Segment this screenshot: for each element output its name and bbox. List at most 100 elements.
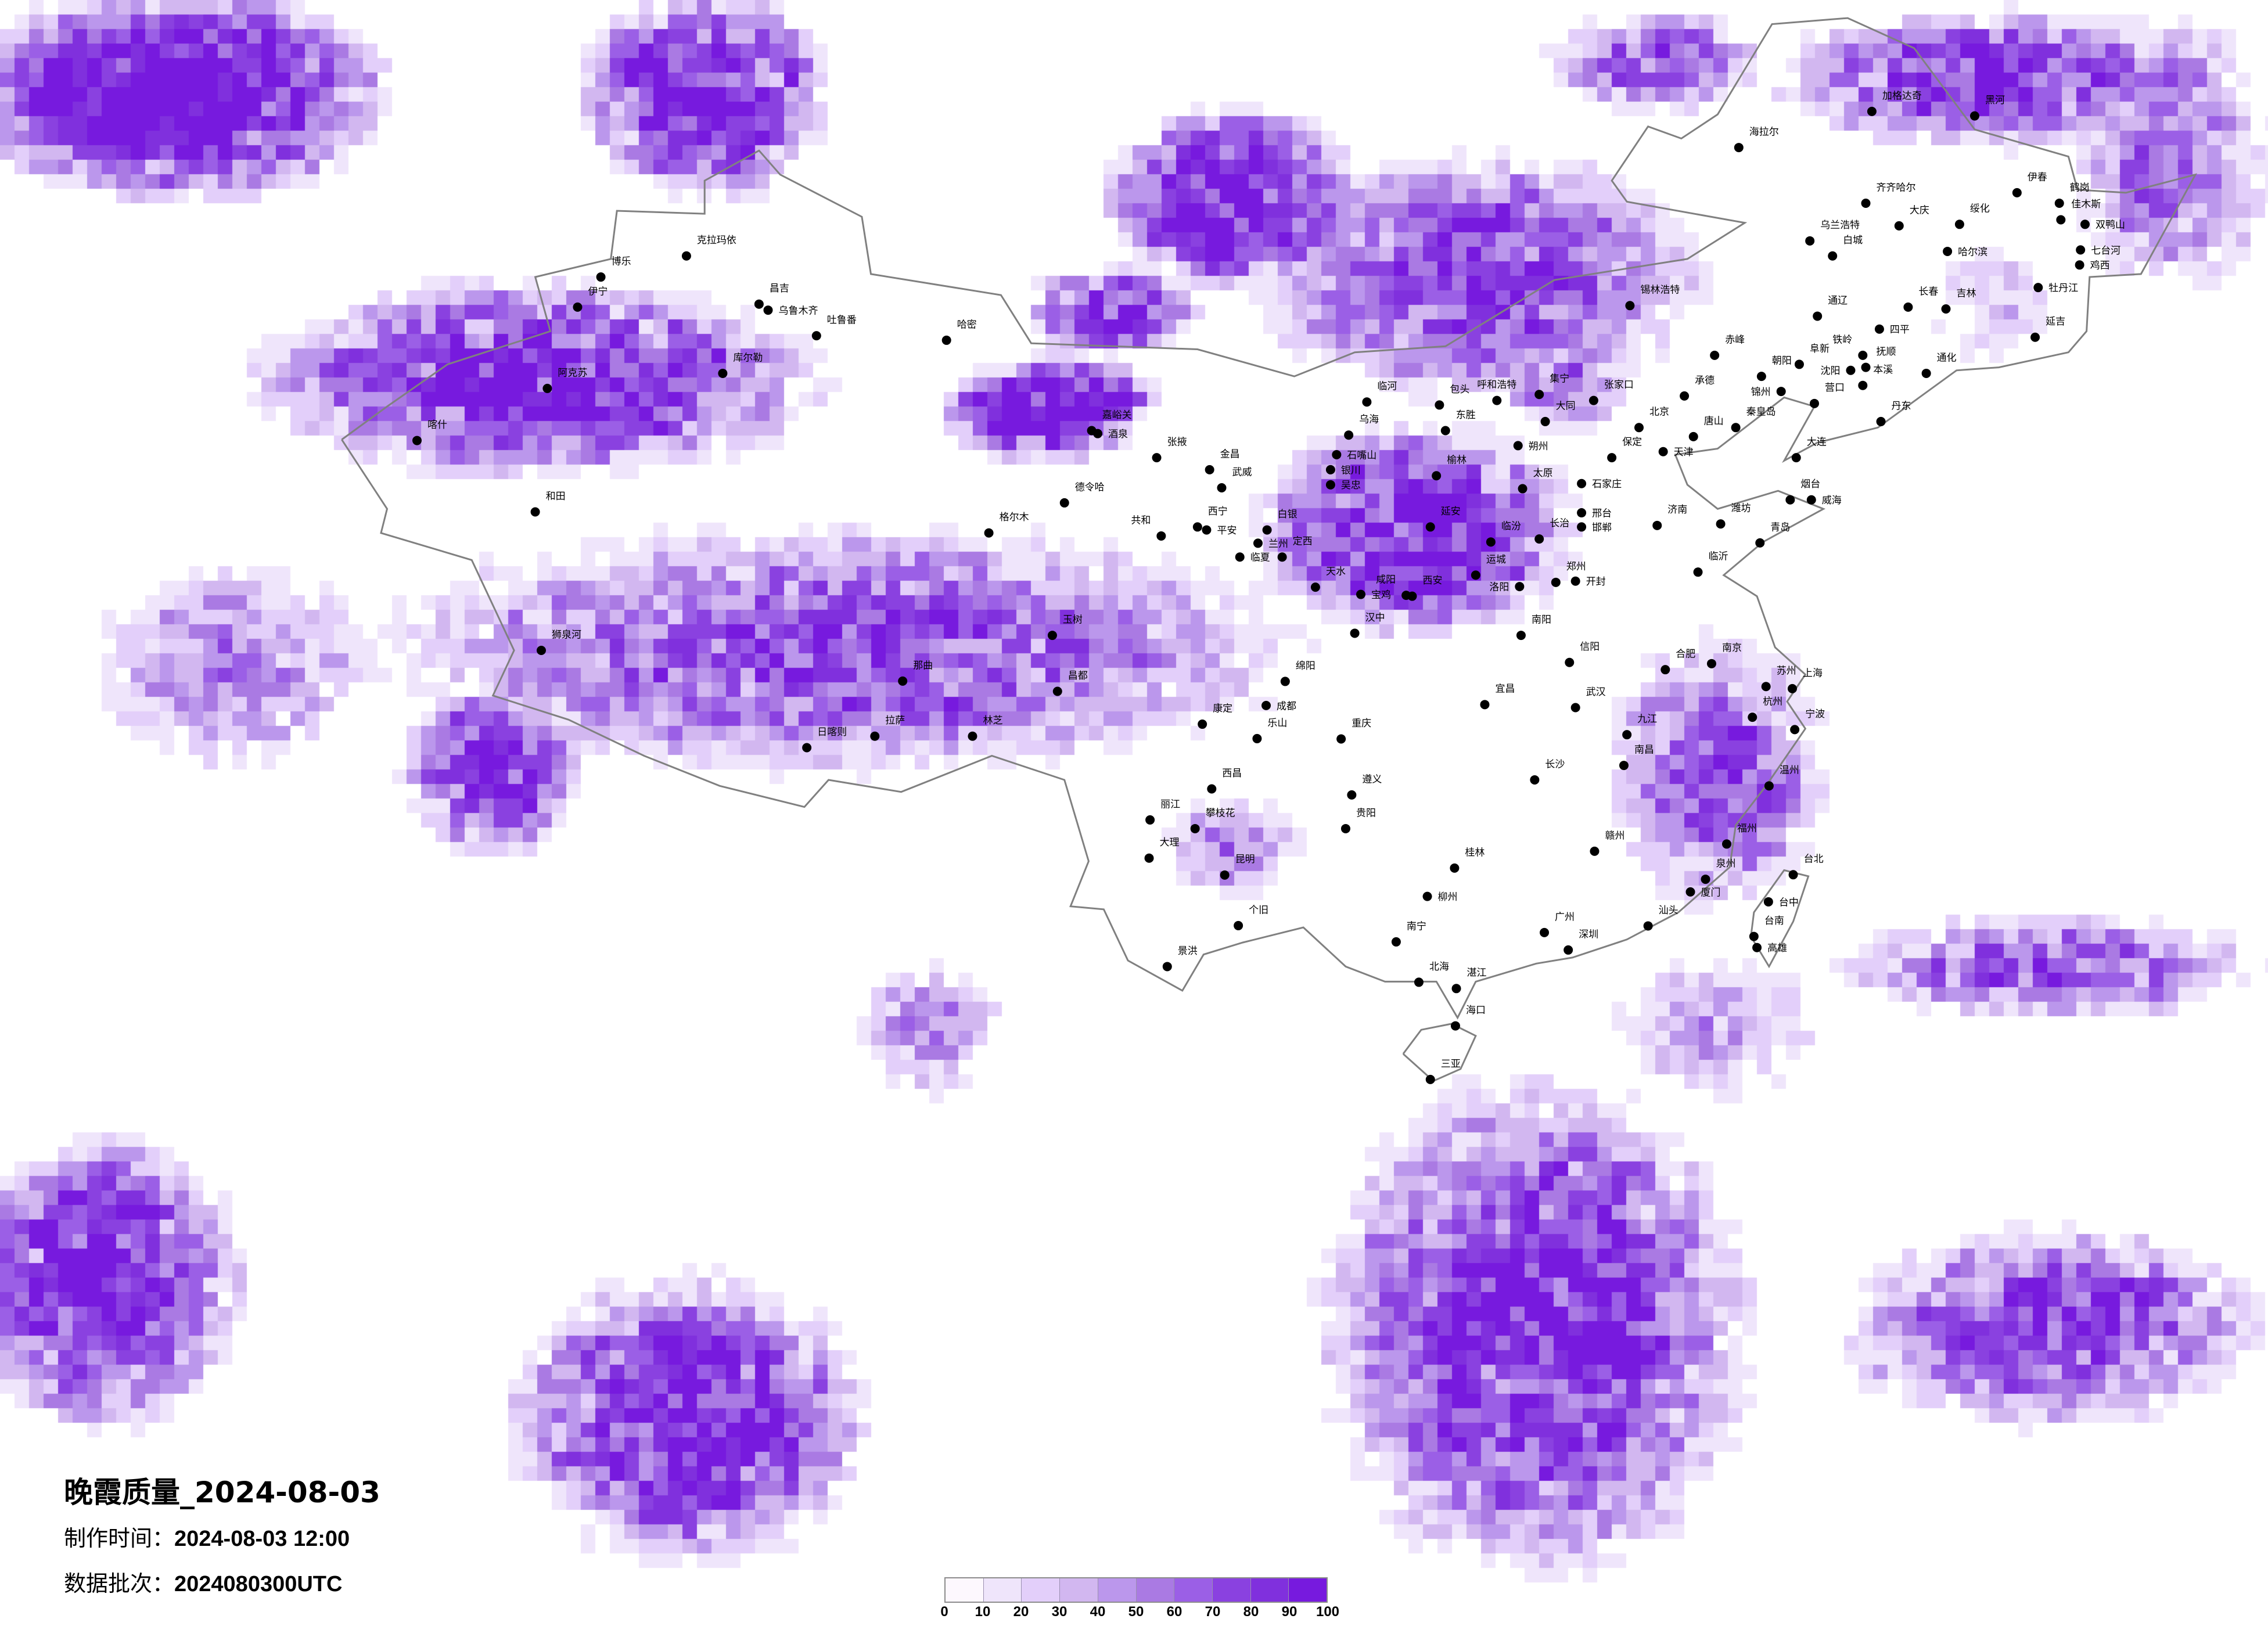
city-marker: 烟台 (1785, 479, 1820, 505)
city-label: 共和 (1131, 515, 1151, 526)
city-dot (1518, 484, 1527, 494)
legend-tick-label: 20 (1013, 1604, 1029, 1620)
city-label: 乌海 (1359, 414, 1379, 426)
city-marker: 太原 (1518, 467, 1553, 494)
city-marker: 信阳 (1565, 641, 1600, 667)
city-label: 阜新 (1810, 343, 1830, 355)
city-marker: 台北 (1788, 854, 1824, 880)
city-dot (1052, 686, 1062, 696)
city-label: 克拉玛依 (697, 235, 736, 246)
city-dot (1846, 365, 1856, 375)
city-marker: 锡林浩特 (1625, 285, 1680, 311)
city-label: 潍坊 (1731, 503, 1751, 515)
city-dot (1534, 534, 1544, 544)
city-dot (1710, 350, 1720, 360)
city-marker: 郑州 (1551, 561, 1586, 587)
city-dot (596, 272, 606, 282)
city-marker: 临汾 (1486, 521, 1521, 547)
city-marker: 大理 (1144, 837, 1180, 863)
city-label: 福州 (1737, 823, 1757, 834)
city-marker: 共和 (1131, 515, 1166, 541)
city-label: 赣州 (1605, 830, 1625, 841)
city-marker: 阿克苏 (542, 367, 587, 393)
city-label: 黑河 (1985, 95, 2005, 106)
city-label: 伊宁 (588, 286, 608, 297)
city-marker: 格尔木 (984, 512, 1029, 538)
city-label: 朝阳 (1772, 355, 1792, 367)
city-dot (2054, 199, 2064, 208)
city-marker: 贵阳 (1340, 807, 1376, 833)
city-label: 狮泉河 (552, 629, 581, 641)
city-label: 上海 (1803, 667, 1823, 679)
city-label: 伊春 (2028, 171, 2047, 183)
city-dot (1450, 863, 1460, 873)
city-marker: 乌鲁木齐 (763, 305, 818, 317)
city-marker: 酒泉 (1093, 429, 1128, 440)
city-label: 集宁 (1550, 373, 1569, 385)
city-dot (1530, 775, 1540, 785)
city-marker: 运城 (1471, 554, 1506, 580)
city-dot (1207, 784, 1217, 794)
city-dot (1894, 221, 1904, 231)
city-label: 绵阳 (1296, 660, 1315, 672)
city-label: 信阳 (1580, 641, 1600, 653)
city-dot (1861, 362, 1871, 372)
city-dot (1451, 984, 1461, 994)
city-marker: 呼和浩特 (1477, 379, 1516, 405)
city-label: 吐鲁番 (827, 315, 857, 326)
city-dot (1362, 397, 1372, 407)
city-dot (1332, 449, 1342, 459)
city-marker: 伊春 (2012, 171, 2047, 197)
city-label: 通化 (1937, 352, 1957, 364)
legend-swatch (1289, 1578, 1327, 1602)
city-marker: 三亚 (1425, 1058, 1461, 1084)
city-dot (1806, 495, 1816, 505)
city-dot (1701, 875, 1710, 884)
city-dot (1748, 713, 1757, 722)
city-marker: 朔州 (1513, 441, 1548, 452)
city-dot (1059, 498, 1069, 508)
city-dot (1706, 659, 1716, 668)
city-marker: 四平 (1874, 324, 1910, 336)
legend-swatch (1022, 1578, 1061, 1602)
city-label: 林芝 (983, 715, 1003, 726)
city-label: 邯郸 (1592, 522, 1612, 534)
city-label: 临河 (1377, 381, 1397, 393)
city-label: 铁岭 (1832, 334, 1852, 346)
city-marker: 本溪 (1858, 364, 1893, 390)
city-dot (1340, 823, 1350, 833)
city-marker: 白城 (1828, 235, 1863, 261)
city-label: 金昌 (1220, 448, 1240, 460)
city-marker: 西昌 (1207, 768, 1242, 794)
city-dot (1480, 700, 1490, 710)
city-dot (754, 299, 764, 309)
city-dot (1235, 552, 1245, 562)
city-marker: 丹东 (1876, 400, 1911, 426)
data-batch-value: 2024080300UTC (174, 1572, 343, 1596)
city-label: 大理 (1160, 837, 1180, 848)
city-label: 武威 (1232, 466, 1252, 478)
city-label: 吉林 (1957, 287, 1976, 299)
city-dot (1253, 538, 1263, 548)
city-marker: 重庆 (1336, 718, 1371, 744)
city-label: 大庆 (1910, 204, 1929, 216)
city-dot (1432, 471, 1442, 481)
city-label: 佳木斯 (2071, 199, 2101, 210)
legend-tick-label: 40 (1090, 1604, 1106, 1620)
city-marker: 大庆 (1894, 204, 1929, 231)
city-dot (1734, 143, 1744, 153)
city-label: 丹东 (1892, 400, 1911, 412)
legend-tick-label: 50 (1128, 1604, 1144, 1620)
city-marker: 鸡西 (2075, 260, 2110, 272)
city-dot (1810, 398, 1819, 408)
city-dot (1347, 790, 1357, 800)
city-marker: 包头 (1435, 384, 1469, 410)
city-marker: 东胜 (1440, 409, 1476, 436)
city-dot (1486, 537, 1496, 547)
city-label: 乐山 (1267, 717, 1287, 729)
city-label: 临夏 (1250, 552, 1270, 564)
city-label: 咸阳 (1376, 574, 1396, 586)
city-label: 昌吉 (770, 283, 789, 294)
city-label: 抚顺 (1877, 346, 1896, 358)
